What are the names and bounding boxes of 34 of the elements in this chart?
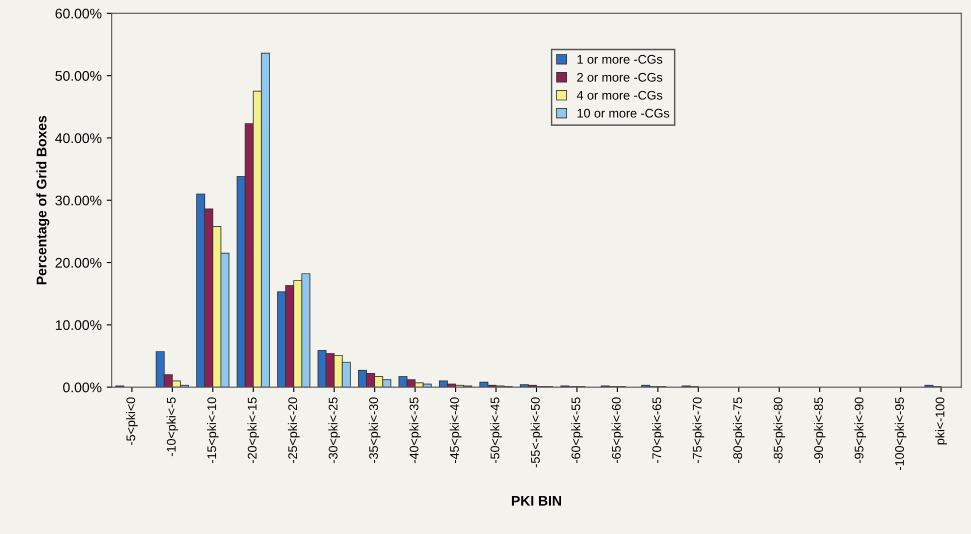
x-tick-label: -100<pki<-95 [894,397,906,470]
y-tick-label: 0.00% [63,382,102,392]
x-tick-label: -50<pki<-45 [490,397,502,464]
x-tick-label: -20<pki<-15 [247,397,260,464]
x-tick-label: -15<pki<-10 [206,397,219,464]
x-tick-label: -60<pki<-55 [571,397,583,464]
x-tick-label: -85<pki<-80 [773,397,786,464]
y-tick-label: 10.00% [56,320,102,330]
x-tick-label: -90<pki<-85 [814,397,826,464]
x-tick-label: -65<pki<-60 [612,397,624,464]
y-tick-label: 40.00% [55,133,102,144]
x-tick-label: -45<pki<-40 [450,397,462,464]
x-tick-label: -80<pki<-75 [732,397,745,464]
x-axis-title: PKI BIN [512,496,562,506]
y-tick-label: 50.00% [55,70,102,81]
x-tick-label: -5<pki<0 [126,397,138,445]
y-tick-label: 30.00% [55,196,102,206]
x-tick-label: -40<pki<-35 [409,397,421,464]
x-tick-label: -30<pki<-25 [328,397,340,464]
y-tick-label: 60.00% [56,8,102,19]
x-tick-label: -55<-pki<-50 [530,397,542,468]
x-tick-label: -10<pki<-5 [166,397,178,456]
x-tick-label: -70<pki<-65 [652,397,664,464]
y-tick-label: 20.00% [56,258,102,268]
legend-label: 10 or more -CGs [578,108,670,118]
x-tick-label: -35<pki<-30 [368,397,380,464]
y-axis-title: Percentage of Grid Boxes [36,116,50,284]
legend-label: 4 or more -CGs [576,90,662,100]
x-tick-label: -95<pki<-90 [854,397,866,464]
legend-label: 1 or more -CGs [578,54,662,64]
legend-label: 2 or more -CGs [577,72,662,82]
x-tick-label: -75<pki<-70 [692,397,704,464]
x-tick-label: -25<pki<-20 [288,397,300,464]
x-tick-label: pki<-100 [935,397,947,444]
